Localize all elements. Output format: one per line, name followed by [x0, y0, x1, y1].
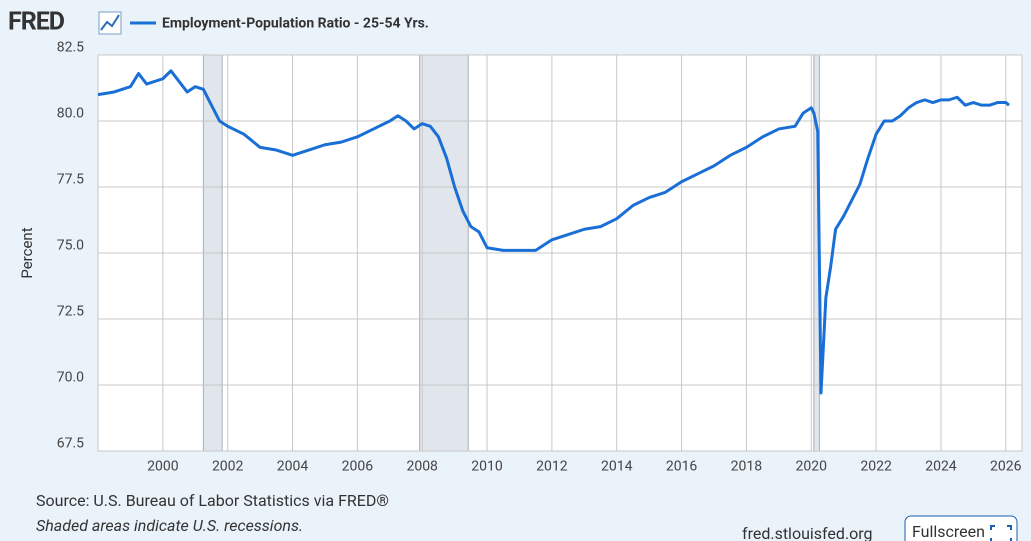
x-tick-label: 2012: [536, 459, 568, 475]
x-tick-label: 2018: [731, 459, 763, 475]
source: Source: U.S. Bureau of Labor Statistics …: [36, 491, 389, 510]
site: fred.stlouisfed.org: [742, 524, 873, 541]
y-tick-label: 82.5: [57, 40, 84, 56]
logo-icon: [98, 11, 122, 35]
y-tick-label: 75.0: [57, 238, 84, 254]
x-tick-label: 2022: [860, 459, 892, 475]
y-tick-label: 67.5: [57, 436, 84, 452]
y-tick-label: 70.0: [57, 370, 84, 386]
logo: FRED: [8, 8, 65, 37]
x-tick-label: 2016: [666, 459, 698, 475]
x-tick-label: 2000: [147, 459, 179, 475]
fullscreen-icon[interactable]: [990, 525, 1012, 541]
y-tick-label: 77.5: [57, 172, 84, 188]
x-tick-label: 2002: [212, 459, 244, 475]
x-tick-label: 2014: [601, 459, 633, 475]
y-axis-label: Percent: [18, 227, 36, 278]
x-tick-label: 2004: [277, 459, 309, 475]
x-tick-label: 2008: [406, 459, 438, 475]
series-line: [97, 69, 1010, 395]
plot-border: [97, 54, 1023, 452]
x-tick-label: 2006: [342, 459, 374, 475]
x-tick-label: 2024: [925, 459, 957, 475]
y-tick-label: 80.0: [57, 106, 84, 122]
fullscreen-label[interactable]: Fullscreen: [912, 522, 985, 541]
y-tick-label: 72.5: [57, 304, 84, 320]
fullscreen-button[interactable]: [904, 515, 1018, 541]
x-tick-label: 2020: [796, 459, 828, 475]
x-tick-label: 2026: [990, 459, 1022, 475]
note: Shaded areas indicate U.S. recessions.: [36, 516, 303, 535]
legend-label: Employment-Population Ratio - 25-54 Yrs.: [162, 16, 429, 32]
x-tick-label: 2010: [471, 459, 503, 475]
